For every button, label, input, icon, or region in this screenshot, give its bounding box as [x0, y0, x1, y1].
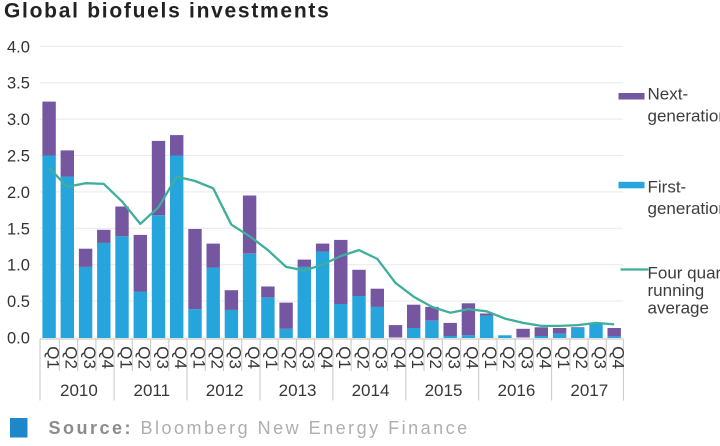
svg-text:Q3: Q3: [226, 346, 245, 369]
svg-text:2013: 2013: [279, 381, 317, 400]
svg-text:Q3: Q3: [299, 346, 318, 369]
svg-text:2015: 2015: [425, 381, 463, 400]
svg-text:2012: 2012: [206, 381, 244, 400]
svg-text:Q3: Q3: [372, 346, 391, 369]
svg-text:0.5: 0.5: [7, 293, 30, 311]
svg-text:Q3: Q3: [517, 346, 536, 369]
svg-text:Global biofuels investments: Global biofuels investments: [4, 0, 331, 23]
svg-text:Q2: Q2: [499, 346, 518, 369]
svg-text:Q1: Q1: [116, 346, 135, 369]
svg-text:Q1: Q1: [335, 346, 354, 369]
svg-text:2010: 2010: [60, 381, 98, 400]
svg-text:0.0: 0.0: [7, 330, 30, 348]
svg-text:Q2: Q2: [280, 346, 299, 369]
svg-text:Q4: Q4: [317, 346, 336, 369]
svg-text:2017: 2017: [570, 381, 608, 400]
svg-text:Q4: Q4: [98, 346, 117, 369]
svg-text:1.5: 1.5: [7, 220, 30, 238]
svg-text:4.0: 4.0: [7, 38, 30, 56]
svg-text:2.0: 2.0: [7, 184, 30, 202]
svg-text:Q4: Q4: [171, 346, 190, 369]
svg-text:Q2: Q2: [426, 346, 445, 369]
svg-text:Q4: Q4: [609, 346, 628, 369]
svg-text:Q3: Q3: [445, 346, 464, 369]
svg-text:Q2: Q2: [135, 346, 154, 369]
svg-text:Q3: Q3: [80, 346, 99, 369]
svg-text:2016: 2016: [497, 381, 535, 400]
svg-text:generation: generation: [648, 199, 720, 218]
svg-text:Four quarter: Four quarter: [648, 264, 720, 283]
svg-text:Source: Bloomberg New Energy F: Source: Bloomberg New Energy Finance: [49, 418, 470, 438]
svg-text:Q1: Q1: [408, 346, 427, 369]
svg-text:Q2: Q2: [62, 346, 81, 369]
svg-text:Q4: Q4: [390, 346, 409, 369]
svg-text:3.0: 3.0: [7, 111, 30, 129]
svg-text:First-: First-: [648, 178, 687, 197]
svg-text:running: running: [648, 281, 705, 300]
svg-text:2.5: 2.5: [7, 148, 30, 166]
svg-text:Q2: Q2: [208, 346, 227, 369]
svg-text:average: average: [648, 299, 709, 318]
svg-text:Q4: Q4: [536, 346, 555, 369]
svg-text:generation: generation: [648, 107, 720, 126]
svg-text:Next-: Next-: [648, 85, 689, 104]
svg-text:Q4: Q4: [244, 346, 263, 369]
svg-text:Q1: Q1: [554, 346, 573, 369]
svg-text:Q1: Q1: [43, 346, 62, 369]
svg-text:2011: 2011: [134, 381, 171, 400]
svg-text:Q1: Q1: [481, 346, 500, 369]
svg-text:Q3: Q3: [590, 346, 609, 369]
svg-text:2014: 2014: [352, 381, 390, 400]
svg-text:Q2: Q2: [353, 346, 372, 369]
svg-text:3.5: 3.5: [7, 75, 30, 93]
svg-text:Q4: Q4: [463, 346, 482, 369]
svg-text:Q1: Q1: [262, 346, 281, 369]
svg-text:Q3: Q3: [153, 346, 172, 369]
svg-text:Q2: Q2: [572, 346, 591, 369]
svg-text:1.0: 1.0: [7, 257, 30, 275]
svg-text:Q1: Q1: [189, 346, 208, 369]
